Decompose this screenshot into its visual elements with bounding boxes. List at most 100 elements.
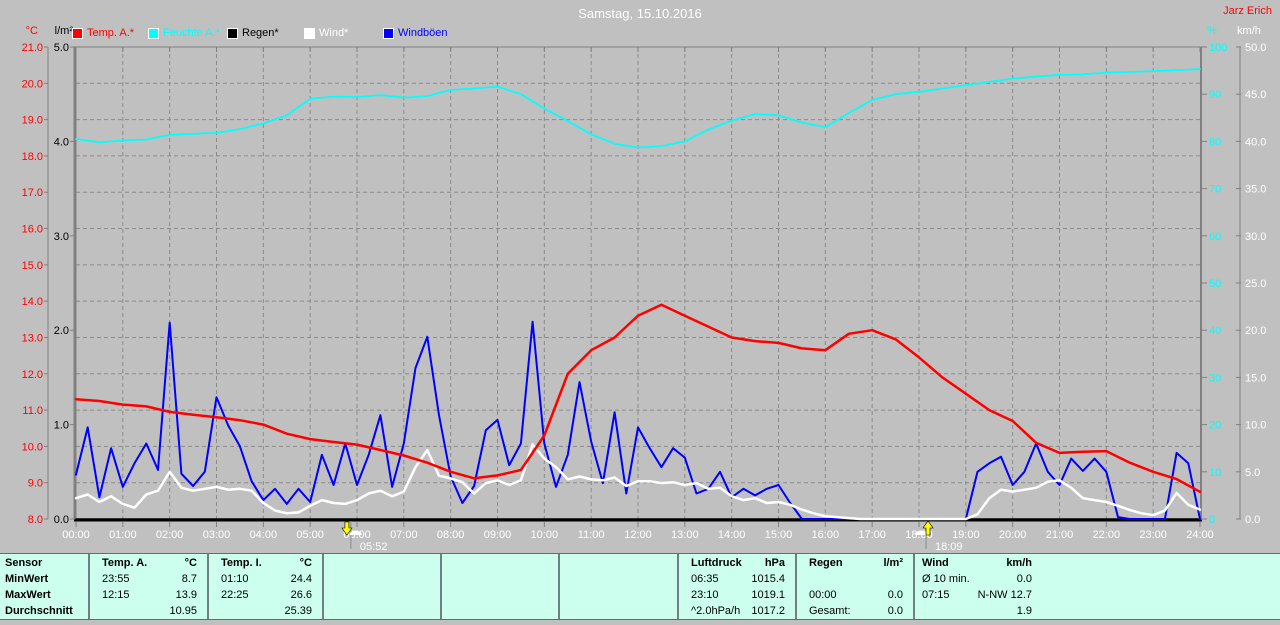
- kmh-axis-tick-label: 25.0: [1245, 278, 1266, 290]
- table-cell-time: 06:35: [691, 573, 719, 585]
- table-cell: [442, 571, 558, 587]
- table-cell-time: 07:15: [922, 589, 950, 601]
- x-axis-label: 16:00: [812, 529, 840, 541]
- humidity-axis-tick-label: 30: [1209, 372, 1221, 384]
- table-cell-time: Ø 10 min.: [922, 573, 970, 585]
- legend-item-label: Temp. A.*: [87, 27, 135, 39]
- rain-axis-tick-label: 0.0: [54, 514, 69, 526]
- table-cell: [560, 603, 677, 619]
- legend-swatch-icon: [72, 27, 83, 39]
- x-axis-label: 21:00: [1046, 529, 1074, 541]
- table-cell-time: Gesamt:: [809, 605, 851, 617]
- table-row-header: MinWert: [5, 573, 49, 585]
- plot-area: [76, 47, 1200, 519]
- table-col-temp_a: Temp. A. °C 23:55 8.7 12:15 13.9 10.95: [88, 554, 207, 619]
- table-cell: 10.95: [90, 603, 207, 619]
- table-col-empty2: [440, 554, 558, 619]
- rain-axis-tick-label: 5.0: [54, 42, 69, 54]
- legend-item-label: Windböen: [398, 27, 448, 39]
- temp-axis-tick-label: 12.0: [22, 369, 43, 381]
- series-line-temp-a-: [74, 303, 1202, 494]
- x-axis-label: 05:00: [296, 529, 324, 541]
- table-cell-time: 22:25: [221, 589, 249, 601]
- table-col-empty3: [558, 554, 677, 619]
- author-label: Jarz Erich: [1223, 5, 1272, 17]
- sensor-stats-table: Sensor MinWert MaxWert Durchschnitt Temp. A.…: [0, 553, 1280, 620]
- series-line-windböen: [75, 320, 1201, 520]
- legend-item-label: Regen*: [242, 27, 279, 39]
- table-cell: [324, 603, 440, 619]
- table-col-header: [324, 554, 440, 571]
- table-cell-value: 1.9: [1016, 605, 1032, 617]
- table-cell-time: 12:15: [102, 589, 130, 601]
- kmh-axis-tick-label: 40.0: [1245, 136, 1266, 148]
- table-col-wind: Wind km/h Ø 10 min. 0.0 07:15 N-NW 12.7 1.9: [913, 554, 1280, 619]
- table-col-name: Wind: [922, 557, 949, 569]
- table-cell: [797, 571, 913, 587]
- table-cell-value: 1015.4: [751, 573, 785, 585]
- x-axis-label: 22:00: [1093, 529, 1121, 541]
- table-cell-value: 25.39: [284, 605, 312, 617]
- table-cell-value: 10.95: [169, 605, 197, 617]
- table-cell: ^2.0hPa/h 1017.2: [679, 603, 795, 619]
- kmh-axis-tick-label: 35.0: [1245, 184, 1266, 196]
- table-cell-value: 1017.2: [751, 605, 785, 617]
- table-cell-value: 0.0: [887, 589, 903, 601]
- table-cell: [560, 571, 677, 587]
- temp-axis-tick-label: 9.0: [28, 478, 43, 490]
- sunrise-time-label: 05:52: [360, 541, 388, 553]
- rain-axis-tick-label: 2.0: [54, 325, 69, 337]
- table-col-name: Luftdruck: [691, 557, 742, 569]
- sun-arrow-down-icon: [341, 521, 353, 536]
- legend-swatch-icon: [227, 27, 238, 39]
- table-cell: 06:35 1015.4: [679, 571, 795, 587]
- legend-item-3: Wind*: [304, 27, 348, 39]
- kmh-axis-tick-label: 0.0: [1245, 514, 1260, 526]
- page-title: Samstag, 15.10.2016: [578, 6, 702, 21]
- x-axis-label: 24:00: [1186, 529, 1214, 541]
- temp-axis-unit-label: °C: [25, 25, 38, 37]
- table-cell-value: 0.0: [887, 605, 903, 617]
- humidity-axis-tick-label: 100: [1209, 42, 1227, 54]
- humidity-axis-tick-label: 70: [1209, 184, 1221, 196]
- x-axis-label: 15:00: [765, 529, 793, 541]
- table-col-header: Wind km/h: [915, 554, 1032, 571]
- legend-swatch-icon: [383, 27, 394, 39]
- table-cell: [442, 587, 558, 603]
- sunset-marker: 18:09: [915, 520, 963, 553]
- table-cell: 25.39: [209, 603, 322, 619]
- table-col-luftdruck: Luftdruck hPa 06:35 1015.4 23:10 1019.1 ^2.0hP…: [677, 554, 795, 619]
- table-row-header: Durchschnitt: [5, 605, 73, 617]
- table-row-header: MaxWert: [5, 589, 51, 601]
- temp-axis-tick-label: 14.0: [22, 296, 43, 308]
- x-axis-label: 20:00: [999, 529, 1027, 541]
- table-cell-value: 8.7: [181, 573, 197, 585]
- temp-axis-tick-label: 10.0: [22, 441, 43, 453]
- table-row-header: Sensor: [5, 557, 43, 569]
- x-axis-label: 23:00: [1139, 529, 1167, 541]
- temp-axis-tick-label: 8.0: [28, 514, 43, 526]
- temp-axis-tick-label: 17.0: [22, 187, 43, 199]
- table-col-name: Temp. A.: [102, 557, 148, 569]
- table-cell: 1.9: [915, 603, 1032, 619]
- legend-swatch-icon: [304, 27, 315, 39]
- table-cell: [324, 587, 440, 603]
- table-col-temp_i: Temp. I. °C 01:10 24.4 22:25 26.6 25.39: [207, 554, 322, 619]
- table-cell-value: N-NW 12.7: [977, 589, 1032, 601]
- table-cell-time: 00:00: [809, 589, 837, 601]
- table-col-unit: l/m²: [883, 557, 903, 569]
- x-axis-label: 10:00: [531, 529, 559, 541]
- rain-axis-tick-label: 4.0: [54, 136, 69, 148]
- sun-mound-icon: [349, 530, 362, 535]
- table-col-name: Temp. I.: [221, 557, 262, 569]
- table-cell: 12:15 13.9: [90, 587, 207, 603]
- x-axis-label: 00:00: [62, 529, 90, 541]
- x-axis-label: 13:00: [671, 529, 699, 541]
- kmh-axis-tick-label: 30.0: [1245, 231, 1266, 243]
- humidity-axis-tick-label: 50: [1209, 278, 1221, 290]
- sun-mound-icon: [915, 530, 928, 535]
- table-cell: 22:25 26.6: [209, 587, 322, 603]
- table-col-header: [560, 554, 677, 571]
- table-col-unit: km/h: [1006, 557, 1032, 569]
- table-cell: [442, 603, 558, 619]
